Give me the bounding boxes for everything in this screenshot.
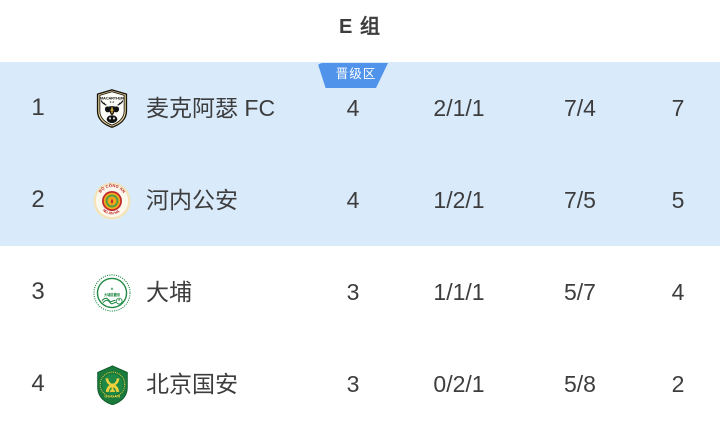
svg-text:大埔區體育: 大埔區體育 (104, 292, 121, 297)
svg-text:b d: b d (110, 101, 115, 104)
svg-text:GUOAN: GUOAN (104, 393, 120, 398)
svg-text:MACARTHUR: MACARTHUR (100, 96, 124, 101)
